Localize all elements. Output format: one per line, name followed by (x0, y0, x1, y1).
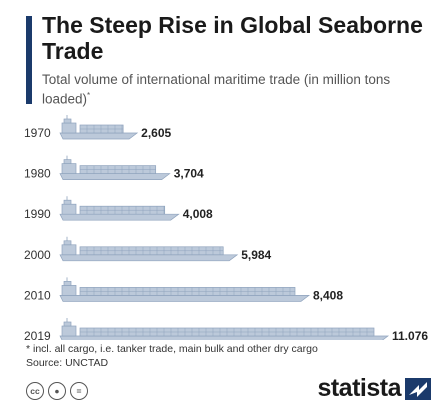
data-label: 11,076 (392, 329, 428, 340)
ship-bridge (61, 163, 77, 174)
chart-title: The Steep Rise in Global Seaborne Trade (42, 12, 423, 64)
statista-logo: statista (317, 374, 431, 403)
ship-hull (59, 132, 139, 140)
ship-bar-1980: 1980 3,704 (24, 155, 204, 181)
subtitle-text: Total volume of international maritime t… (42, 72, 391, 107)
logo-text: statista (317, 374, 401, 402)
ship-funnel (63, 321, 72, 327)
ship-bar-2000: 2000 5,984 (24, 236, 272, 262)
ship-bar-2019: 2019 11,076 (24, 318, 428, 340)
ship-bridge (61, 244, 77, 256)
category-label: 2019 (24, 329, 51, 340)
footnote: * incl. all cargo, i.e. tanker trade, ma… (26, 343, 318, 355)
ship-funnel (63, 199, 72, 205)
ship-funnel (63, 159, 72, 164)
ship-bridge (61, 325, 77, 337)
ship-hull (59, 335, 390, 340)
title-accent-bar (26, 16, 32, 104)
data-label: 5,984 (241, 248, 271, 262)
data-label: 3,704 (174, 167, 204, 181)
by-icon: ● (48, 382, 66, 400)
ship-hull (59, 295, 311, 302)
ship-funnel (63, 281, 72, 286)
ship-bridge (61, 285, 77, 296)
category-label: 2010 (24, 288, 51, 302)
ship-bar-1970: 1970 2,605 (24, 115, 171, 140)
ship-hull (59, 213, 180, 221)
ship-bridge (61, 122, 77, 134)
ship-funnel (63, 240, 72, 246)
category-label: 1980 (24, 167, 51, 181)
data-label: 8,408 (313, 288, 343, 302)
nd-icon: = (70, 382, 88, 400)
statista-mark-icon (405, 377, 431, 400)
ship-hull (59, 254, 239, 262)
data-label: 2,605 (141, 126, 171, 140)
category-label: 1990 (24, 207, 51, 221)
ship-bar-2010: 2010 8,408 (24, 277, 343, 302)
license-icons: cc ● = (26, 382, 88, 400)
ship-hull (59, 173, 171, 180)
category-label: 2000 (24, 248, 51, 262)
ship-bar-chart: 1970 2,605 1980 3,704 1990 4,008 2000 5,984 2010… (24, 115, 428, 340)
cc-icon: cc (26, 382, 44, 400)
subtitle-footnote-marker: * (87, 91, 91, 100)
ship-funnel (63, 118, 72, 124)
ship-bridge (61, 203, 77, 215)
chart-subtitle: Total volume of international maritime t… (42, 72, 432, 108)
ship-bar-1990: 1990 4,008 (24, 196, 213, 221)
source-text: Source: UNCTAD (26, 357, 109, 369)
category-label: 1970 (24, 126, 51, 140)
data-label: 4,008 (183, 207, 213, 221)
